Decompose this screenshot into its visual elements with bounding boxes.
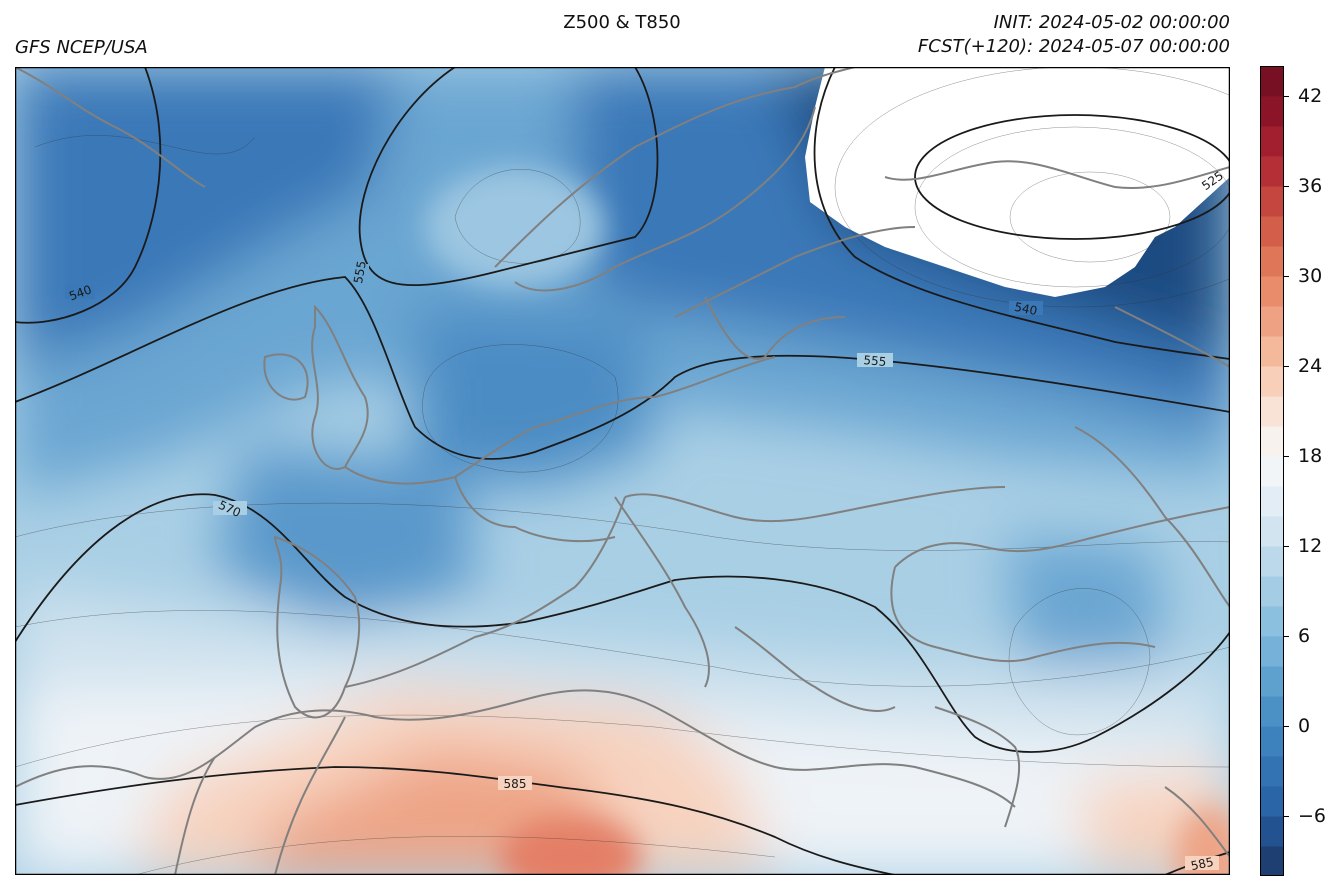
colorbar-segment xyxy=(1260,636,1284,667)
contour-label: 540 xyxy=(1013,300,1038,318)
colorbar-segment xyxy=(1260,696,1284,727)
thin-contour-lines xyxy=(15,67,1230,875)
colorbar-segment xyxy=(1260,786,1284,817)
colorbar-segment xyxy=(1260,276,1284,307)
colorbar-segment xyxy=(1260,246,1284,277)
colorbar-tick-mark xyxy=(1284,726,1289,727)
colorbar-segment xyxy=(1260,216,1284,247)
colorbar-tick-label: −6 xyxy=(1298,805,1327,827)
colorbar-tick-mark xyxy=(1284,816,1289,817)
colorbar-segment xyxy=(1260,66,1284,97)
colorbar-segment xyxy=(1260,756,1284,787)
colorbar-tick-mark xyxy=(1284,276,1289,277)
colorbar-tick-label: 36 xyxy=(1298,175,1323,197)
init-time-label: INIT: 2024-05-02 00:00:00 xyxy=(993,12,1230,33)
forecast-time-label: FCST(+120): 2024-05-07 00:00:00 xyxy=(917,36,1230,57)
colorbar-tick-mark xyxy=(1284,366,1289,367)
colorbar-tick-mark xyxy=(1284,456,1289,457)
colorbar-segment xyxy=(1260,156,1284,187)
colorbar-segment xyxy=(1260,126,1284,157)
colorbar-tick-label: 6 xyxy=(1298,625,1311,647)
colorbar-tick-label: 30 xyxy=(1298,265,1323,287)
contour-label: 585 xyxy=(504,777,527,791)
colorbar-segment xyxy=(1260,456,1284,487)
colorbar-segment xyxy=(1260,96,1284,127)
colorbar-segment xyxy=(1260,516,1284,547)
colorbar-segment xyxy=(1260,726,1284,757)
colorbar-segment xyxy=(1260,396,1284,427)
temperature-colorbar xyxy=(1260,66,1284,876)
model-source-label: GFS NCEP/USA xyxy=(15,37,148,58)
colorbar-segment xyxy=(1260,816,1284,847)
colorbar-segment xyxy=(1260,846,1284,876)
temperature-shading xyxy=(15,67,1230,875)
colorbar-segment xyxy=(1260,306,1284,337)
colorbar-segment xyxy=(1260,606,1284,637)
colorbar-tick-label: 0 xyxy=(1298,715,1311,737)
colorbar-segment xyxy=(1260,576,1284,607)
colorbar-tick-label: 18 xyxy=(1298,445,1323,467)
contour-labels: 555 540 555 540 570 585 525 585 xyxy=(65,169,1226,873)
colorbar-tick-mark xyxy=(1284,636,1289,637)
colorbar-tick-mark xyxy=(1284,96,1289,97)
colorbar-segment xyxy=(1260,546,1284,577)
colorbar-tick-mark xyxy=(1284,186,1289,187)
colorbar-tick-label: 42 xyxy=(1298,85,1323,107)
colorbar-tick-label: 12 xyxy=(1298,535,1323,557)
weather-map: 555 540 555 540 570 585 525 585 xyxy=(15,67,1230,875)
colorbar-segment xyxy=(1260,486,1284,517)
contour-label: 585 xyxy=(1190,855,1215,873)
coastlines xyxy=(15,67,1230,875)
colorbar-segment xyxy=(1260,366,1284,397)
colorbar-tick-label: 24 xyxy=(1298,355,1323,377)
contour-label: 555 xyxy=(863,353,887,369)
chart-title: Z500 & T850 xyxy=(563,12,681,33)
colorbar-segment xyxy=(1260,186,1284,217)
colorbar-tick-mark xyxy=(1284,546,1289,547)
colorbar-segment xyxy=(1260,666,1284,697)
colorbar-segment xyxy=(1260,336,1284,367)
colorbar-segment xyxy=(1260,426,1284,457)
contour-label: 555 xyxy=(351,260,369,285)
